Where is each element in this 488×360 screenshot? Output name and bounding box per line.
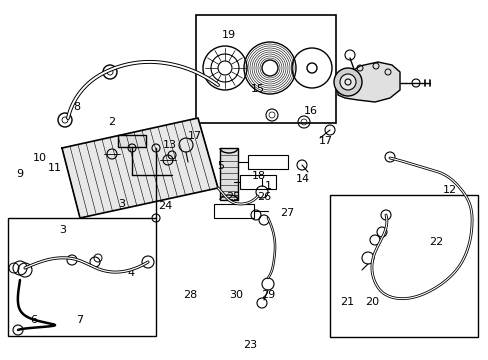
Text: 17: 17 (187, 131, 201, 141)
Text: 8: 8 (74, 102, 81, 112)
Bar (220, 148, 238, 200)
Text: 11: 11 (48, 163, 61, 174)
Text: 28: 28 (183, 290, 198, 300)
Bar (118, 135, 146, 147)
Text: 7: 7 (76, 315, 82, 325)
Text: 14: 14 (296, 174, 309, 184)
Text: 10: 10 (33, 153, 47, 163)
Text: 13: 13 (163, 140, 177, 150)
Bar (247, 155, 287, 169)
Text: 4: 4 (127, 268, 134, 278)
Circle shape (333, 68, 361, 96)
Text: 2: 2 (108, 117, 115, 127)
Text: 15: 15 (251, 84, 264, 94)
Text: 19: 19 (222, 30, 235, 40)
Text: 24: 24 (158, 201, 172, 211)
Bar (196, 15, 335, 123)
Circle shape (339, 74, 355, 90)
Text: 20: 20 (365, 297, 379, 307)
Text: 6: 6 (30, 315, 37, 325)
Text: 29: 29 (260, 290, 275, 300)
Bar (240, 175, 275, 189)
Text: 22: 22 (428, 237, 443, 247)
Text: 3: 3 (59, 225, 66, 235)
Polygon shape (337, 62, 399, 102)
Text: 23: 23 (243, 340, 257, 350)
Text: 17: 17 (318, 136, 332, 146)
Text: 9: 9 (16, 168, 23, 179)
Text: 16: 16 (304, 106, 317, 116)
Text: 26: 26 (257, 192, 270, 202)
Bar (8, 218, 156, 336)
Bar (329, 195, 477, 337)
Text: 18: 18 (252, 171, 265, 181)
Bar (214, 204, 253, 218)
Text: 21: 21 (340, 297, 353, 307)
Text: 30: 30 (228, 290, 242, 300)
Text: 5: 5 (217, 161, 224, 171)
Text: 12: 12 (442, 185, 456, 195)
Text: 25: 25 (225, 192, 239, 202)
Text: 1: 1 (264, 181, 271, 192)
Text: 27: 27 (280, 208, 294, 218)
Text: 3: 3 (118, 199, 124, 209)
Polygon shape (62, 118, 218, 218)
